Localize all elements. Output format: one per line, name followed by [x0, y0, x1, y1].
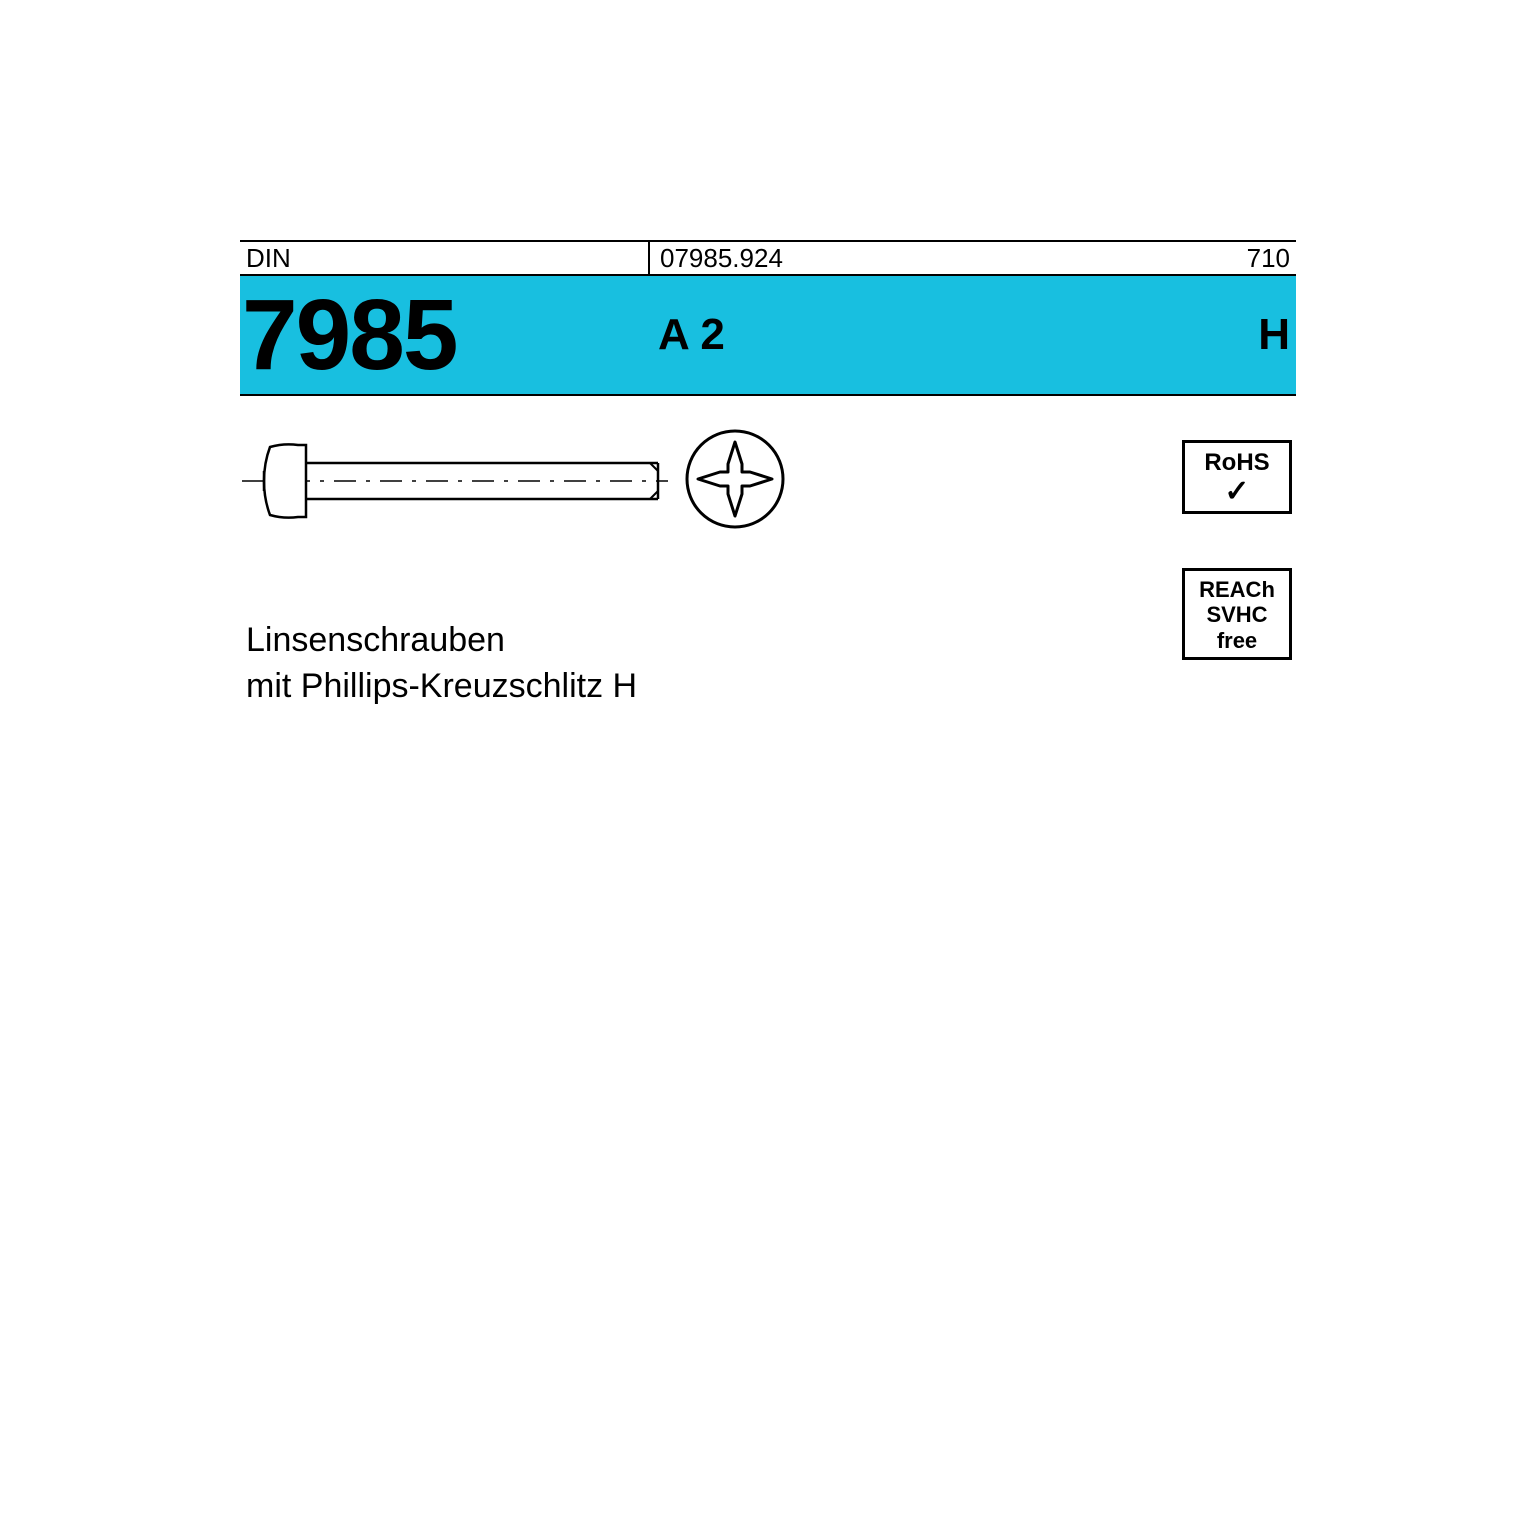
- rohs-label: RoHS: [1187, 449, 1287, 477]
- phillips-drive-icon: [680, 424, 790, 534]
- reach-line2: SVHC: [1187, 602, 1287, 627]
- header-row: DIN 07985.924 710: [240, 240, 1296, 276]
- reach-line1: REACh: [1187, 577, 1287, 602]
- datasheet-page: DIN 07985.924 710 7985 A 2 H: [240, 240, 1296, 1296]
- reach-line3: free: [1187, 628, 1287, 653]
- product-subtitle: mit Phillips-Kreuzschlitz H: [246, 664, 637, 710]
- rohs-badge: RoHS ✓: [1182, 440, 1292, 514]
- drive-type-code: H: [1176, 310, 1296, 360]
- check-icon: ✓: [1187, 477, 1287, 507]
- description-block: Linsenschrauben mit Phillips-Kreuzschlit…: [246, 618, 637, 710]
- din-number: 7985: [240, 285, 648, 385]
- part-number: 07985.924: [648, 242, 1176, 274]
- diagram-row: [240, 396, 1296, 566]
- screw-side-view-icon: [240, 431, 670, 531]
- material-grade: A 2: [648, 310, 1176, 360]
- reach-badge: REACh SVHC free: [1182, 568, 1292, 660]
- product-name: Linsenschrauben: [246, 618, 637, 664]
- code-right: 710: [1176, 242, 1296, 274]
- title-band: 7985 A 2 H: [240, 276, 1296, 396]
- standard-label: DIN: [240, 242, 648, 274]
